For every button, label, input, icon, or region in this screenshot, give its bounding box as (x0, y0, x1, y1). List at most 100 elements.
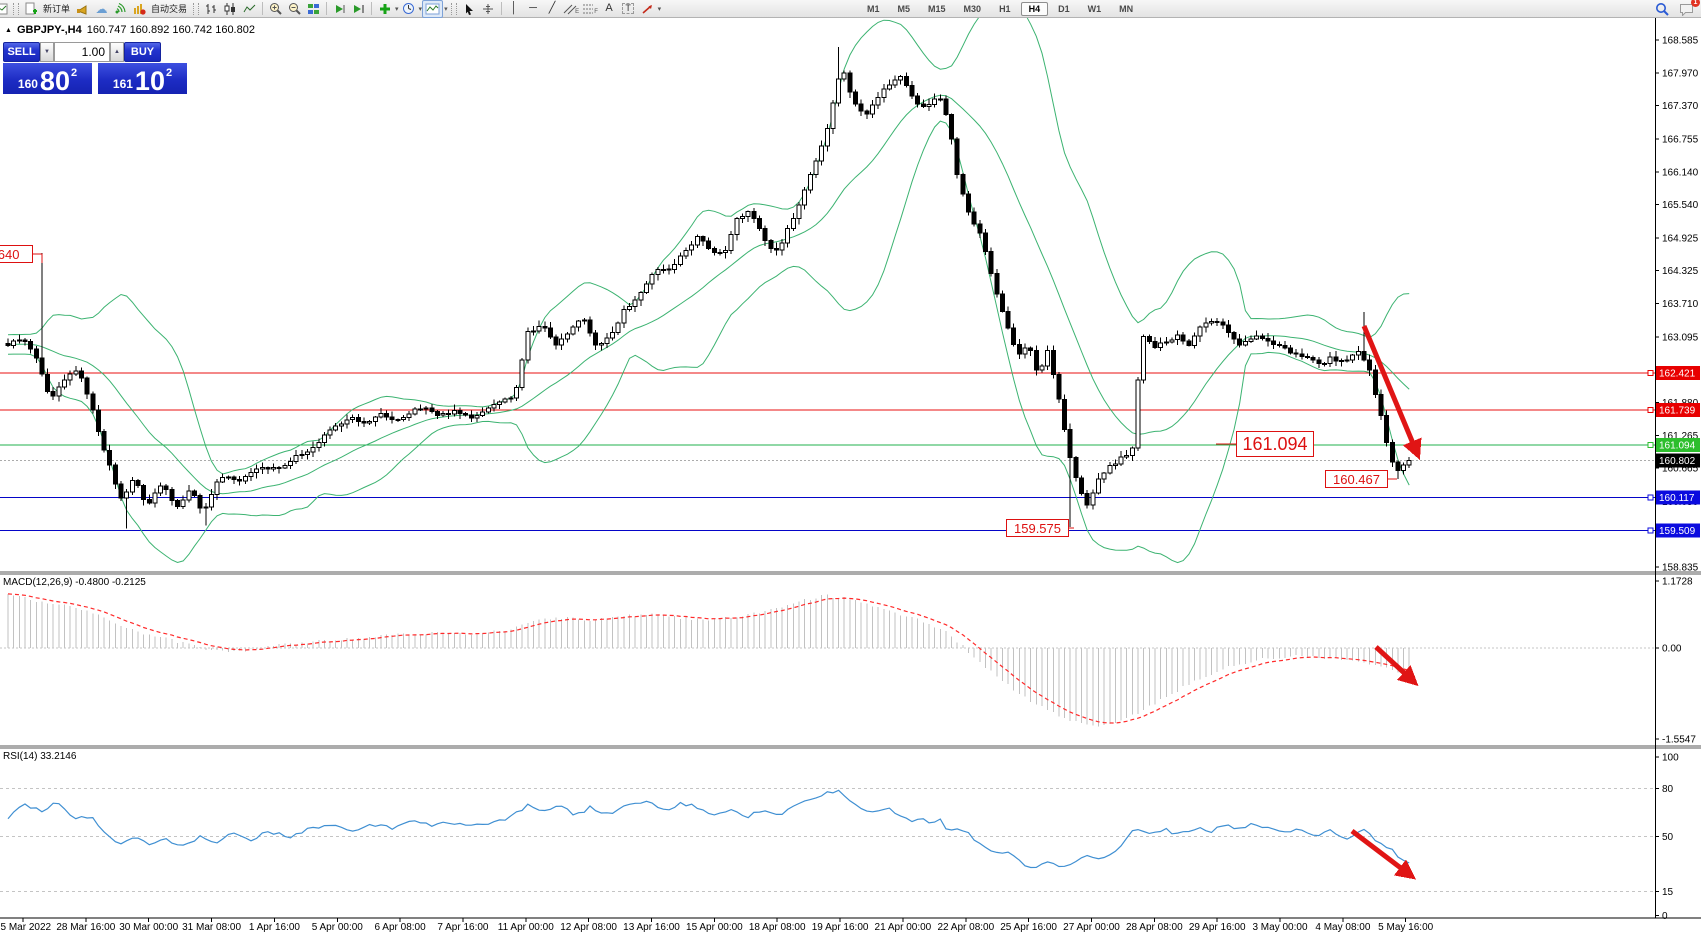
volume-increase-button[interactable]: ▲ (110, 42, 124, 62)
collapse-arrow-icon[interactable]: ▲ (5, 26, 12, 34)
timeframe-button-D1[interactable]: D1 (1058, 3, 1070, 14)
text-label-tool-icon[interactable]: T (619, 1, 638, 17)
rsi-value: 33.2146 (40, 751, 77, 762)
horn-alert-icon[interactable] (73, 1, 92, 17)
cursor-icon[interactable] (460, 1, 479, 17)
vertical-line-tool-icon[interactable]: │ (510, 2, 518, 14)
timeframe-button-H1[interactable]: H1 (999, 3, 1011, 14)
price-annotation[interactable]: 159.575 (1006, 519, 1069, 537)
svg-text:164.325: 164.325 (1662, 266, 1699, 277)
macd-axis-label: 0.00 (1662, 644, 1682, 655)
price-label-161.094 (1656, 437, 1700, 452)
toolbar-separator (371, 2, 373, 15)
tile-windows-icon[interactable] (304, 1, 323, 17)
chart-shift-icon[interactable] (349, 1, 368, 17)
chat-icon[interactable]: 1 (1677, 0, 1700, 17)
svg-text:160.802: 160.802 (1659, 456, 1696, 467)
autotrade-icon[interactable] (130, 1, 149, 17)
price-annotation[interactable]: 164.640 (0, 245, 33, 263)
templates-icon[interactable] (422, 0, 444, 18)
new-order-icon[interactable] (22, 1, 41, 17)
buy-button[interactable]: BUY (124, 42, 161, 62)
svg-text:163.095: 163.095 (1662, 332, 1699, 343)
sell-price-display[interactable]: 160 80 2 (3, 63, 92, 94)
sell-button[interactable]: SELL (3, 42, 40, 62)
svg-text:163.710: 163.710 (1662, 299, 1699, 310)
line-chart-type-icon[interactable] (240, 1, 259, 17)
sell-price-major: 160 (17, 77, 38, 91)
price-annotation[interactable]: 161.094 (1236, 431, 1314, 457)
arrows-tool-icon[interactable] (638, 1, 657, 17)
timeframe-button-M1[interactable]: M1 (867, 3, 880, 14)
autotrade-label[interactable]: 自动交易 (151, 4, 188, 14)
price-annotation[interactable]: 160.467 (1325, 470, 1388, 488)
buy-price-display[interactable]: 161 10 2 (98, 63, 187, 94)
date-label: 5 Apr 00:00 (312, 922, 364, 933)
volume-input[interactable]: 1.00 (54, 42, 110, 62)
periods-caret[interactable]: ▾ (418, 5, 423, 13)
chart-window-icon[interactable] (0, 1, 10, 17)
svg-text:166.755: 166.755 (1662, 134, 1699, 145)
candlestick-type-icon[interactable] (221, 1, 240, 17)
indicators-icon[interactable] (375, 1, 394, 17)
svg-text:162.421: 162.421 (1659, 369, 1696, 380)
buy-price-pips: 10 (134, 65, 165, 96)
svg-text:158.835: 158.835 (1662, 563, 1699, 574)
trendline-tool-icon[interactable]: ╱ (548, 2, 556, 14)
bar-chart-type-icon[interactable] (202, 1, 221, 17)
trend-arrow[interactable] (1361, 325, 1422, 460)
svg-text:167.970: 167.970 (1662, 69, 1699, 80)
toolbar-separator (326, 2, 328, 15)
indicators-caret[interactable]: ▾ (395, 5, 399, 13)
toolbar-separator (500, 2, 502, 15)
rsi-axis-label: 80 (1662, 784, 1674, 795)
date-axis[interactable]: 25 Mar 2022 28 Mar 16:00 30 Mar 00:00 31 Ma… (0, 918, 1434, 933)
date-label: 18 Apr 08:00 (749, 922, 806, 933)
cloud-icon[interactable]: ☁ (95, 1, 108, 16)
svg-text:164.925: 164.925 (1662, 233, 1699, 244)
date-label: 30 Mar 00:00 (119, 922, 178, 933)
new-order-label[interactable]: 新订单 (43, 4, 71, 14)
date-label: 25 Apr 16:00 (1000, 922, 1057, 933)
toolbar-left-group: 新订单 ☁ 自动交易 (0, 0, 662, 18)
arrows-caret[interactable]: ▾ (657, 5, 662, 13)
horizontal-line-tool-icon[interactable]: ─ (529, 2, 537, 14)
zoom-in-icon[interactable] (266, 1, 285, 17)
periods-clock-icon[interactable] (399, 1, 418, 17)
text-tool-icon[interactable]: A (605, 2, 613, 14)
macd-main-value: -0.4800 (75, 577, 110, 588)
volume-decrease-button[interactable]: ▼ (40, 42, 54, 62)
search-icon[interactable] (1652, 1, 1671, 17)
date-label: 3 May 00:00 (1252, 922, 1307, 933)
date-label: 5 May 16:00 (1378, 922, 1433, 933)
timeframe-button-MN[interactable]: MN (1119, 3, 1134, 14)
date-label: 6 Apr 08:00 (375, 922, 427, 933)
fibonacci-tool-icon[interactable]: F (581, 1, 600, 17)
signal-icon[interactable] (111, 1, 130, 17)
timeframe-button-H4[interactable]: H4 (1020, 1, 1049, 16)
templates-caret[interactable]: ▾ (444, 5, 448, 13)
price-label-159.509 (1656, 523, 1700, 538)
timeframe-button-M5[interactable]: M5 (897, 3, 911, 14)
auto-scroll-icon[interactable] (330, 1, 349, 17)
price-label-160.117 (1656, 490, 1700, 505)
svg-text:160.117: 160.117 (1659, 493, 1695, 504)
trend-arrow[interactable] (1350, 829, 1416, 880)
crosshair-icon[interactable] (479, 1, 498, 17)
date-label: 28 Mar 16:00 (56, 922, 115, 933)
toolbar-grip (450, 2, 457, 15)
annotation-connector (33, 253, 43, 263)
trend-arrow[interactable] (1374, 645, 1419, 687)
zoom-out-icon[interactable] (285, 1, 304, 17)
candlesticks (5, 47, 1412, 529)
bollinger-middle-band (7, 94, 1410, 495)
channel-tool-icon[interactable]: E (562, 1, 581, 17)
timeframe-button-M15[interactable]: M15 (928, 3, 946, 14)
rsi-axis-label: 100 (1662, 753, 1679, 764)
timeframe-button-W1[interactable]: W1 (1087, 3, 1102, 14)
timeframe-button-M30[interactable]: M30 (963, 3, 982, 14)
sell-price-pips: 80 (39, 65, 70, 96)
macd-axis-label: 1.1728 (1662, 577, 1693, 588)
svg-text:165.540: 165.540 (1662, 200, 1699, 211)
chart-title: ▲ GBPJPY-,H4 160.747 160.892 160.742 160… (5, 24, 255, 36)
